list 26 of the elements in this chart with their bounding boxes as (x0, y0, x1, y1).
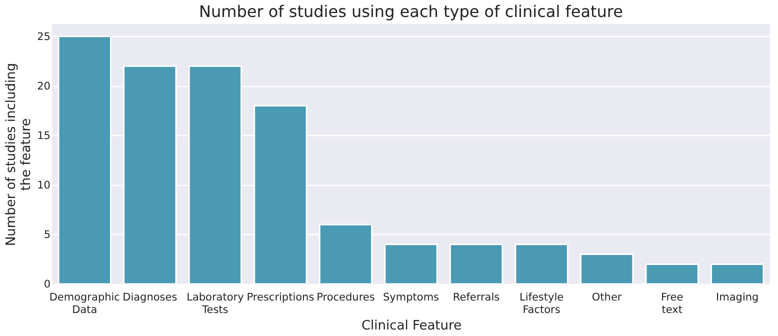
x-tick-label: Demographic Data (49, 292, 120, 316)
y-tick-label: 0 (44, 278, 50, 290)
x-tick-label: Prescriptions (246, 292, 314, 304)
x-axis-title: Clinical Feature (361, 318, 462, 334)
x-tick-label: Other (592, 292, 622, 304)
y-tick-label: 20 (37, 80, 50, 92)
bar (449, 244, 504, 285)
x-tick-label: Laboratory Tests (186, 292, 244, 316)
x-tick-label: Symptoms (382, 292, 440, 304)
x-tick-label: Diagnoses (122, 292, 178, 304)
y-tick-label: 10 (37, 179, 50, 192)
bar (580, 254, 634, 285)
bar (645, 263, 699, 285)
x-tick-label: Procedures (316, 292, 375, 304)
x-tick-label: Lifestyle Factors (519, 292, 564, 316)
x-tick-label: Referrals (452, 292, 500, 304)
y-tick-label: 5 (44, 228, 50, 241)
y-tick-label: 25 (37, 30, 50, 43)
x-tick-label: Free text (660, 292, 684, 316)
x-tick-label: Imaging (716, 292, 759, 304)
chart-title: Number of studies using each type of clinical feature (199, 2, 623, 21)
bar (514, 244, 568, 285)
y-tick-label: 15 (37, 130, 50, 142)
y-axis-title: Number of studies including the feature (4, 62, 34, 246)
bar (710, 263, 764, 285)
bar (384, 244, 438, 285)
